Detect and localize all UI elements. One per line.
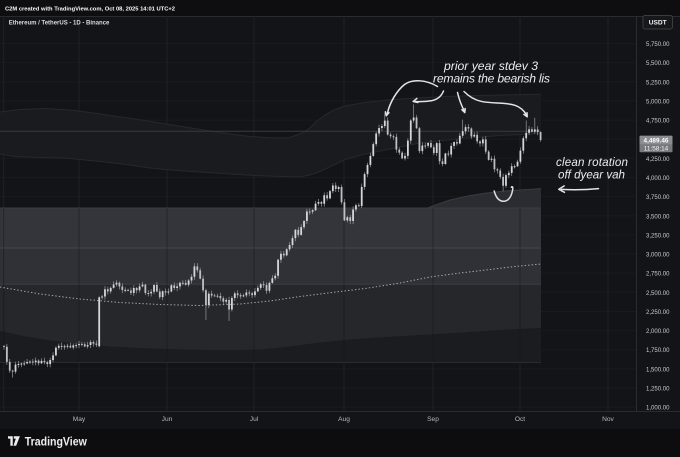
svg-text:2,500.00: 2,500.00 bbox=[646, 290, 670, 297]
svg-text:Oct: Oct bbox=[515, 416, 525, 423]
svg-text:4,000.00: 4,000.00 bbox=[646, 175, 670, 182]
svg-text:3,500.00: 3,500.00 bbox=[646, 213, 670, 220]
svg-text:remains the bearish lis: remains the bearish lis bbox=[433, 72, 550, 86]
svg-text:Aug: Aug bbox=[338, 416, 350, 423]
svg-text:May: May bbox=[73, 416, 86, 423]
svg-text:2,000.00: 2,000.00 bbox=[646, 328, 670, 335]
svg-text:11:58:14: 11:58:14 bbox=[644, 146, 669, 153]
svg-text:3,250.00: 3,250.00 bbox=[646, 232, 670, 239]
svg-text:5,750.00: 5,750.00 bbox=[646, 41, 670, 48]
svg-text:1,000.00: 1,000.00 bbox=[646, 405, 670, 412]
svg-text:4,489.46: 4,489.46 bbox=[644, 138, 669, 145]
svg-text:C2M created with TradingView.c: C2M created with TradingView.com, Oct 08… bbox=[5, 7, 176, 13]
svg-text:5,000.00: 5,000.00 bbox=[646, 98, 670, 105]
svg-text:4,750.00: 4,750.00 bbox=[646, 118, 670, 125]
svg-text:Nov: Nov bbox=[602, 416, 614, 423]
svg-text:USDT: USDT bbox=[649, 20, 667, 27]
svg-text:Jun: Jun bbox=[162, 416, 173, 423]
svg-text:3,000.00: 3,000.00 bbox=[646, 252, 670, 259]
svg-text:prior year stdev 3: prior year stdev 3 bbox=[443, 59, 538, 73]
svg-text:clean rotation: clean rotation bbox=[556, 156, 628, 169]
svg-text:Jul: Jul bbox=[250, 416, 259, 423]
svg-text:2,250.00: 2,250.00 bbox=[646, 309, 670, 316]
svg-text:1,750.00: 1,750.00 bbox=[646, 347, 670, 354]
svg-text:1,250.00: 1,250.00 bbox=[646, 386, 670, 393]
svg-text:3,750.00: 3,750.00 bbox=[646, 194, 670, 201]
svg-text:off dyear vah: off dyear vah bbox=[558, 169, 625, 182]
svg-text:Ethereum / TetherUS - 1D - Bin: Ethereum / TetherUS - 1D - Binance bbox=[9, 21, 110, 27]
svg-text:5,500.00: 5,500.00 bbox=[646, 60, 670, 67]
svg-text:5,250.00: 5,250.00 bbox=[646, 79, 670, 86]
svg-text:1,500.00: 1,500.00 bbox=[646, 366, 670, 373]
svg-text:TradingView: TradingView bbox=[25, 435, 88, 448]
svg-text:2,750.00: 2,750.00 bbox=[646, 271, 670, 278]
svg-text:4,250.00: 4,250.00 bbox=[646, 156, 670, 163]
svg-text:Sep: Sep bbox=[427, 416, 439, 423]
